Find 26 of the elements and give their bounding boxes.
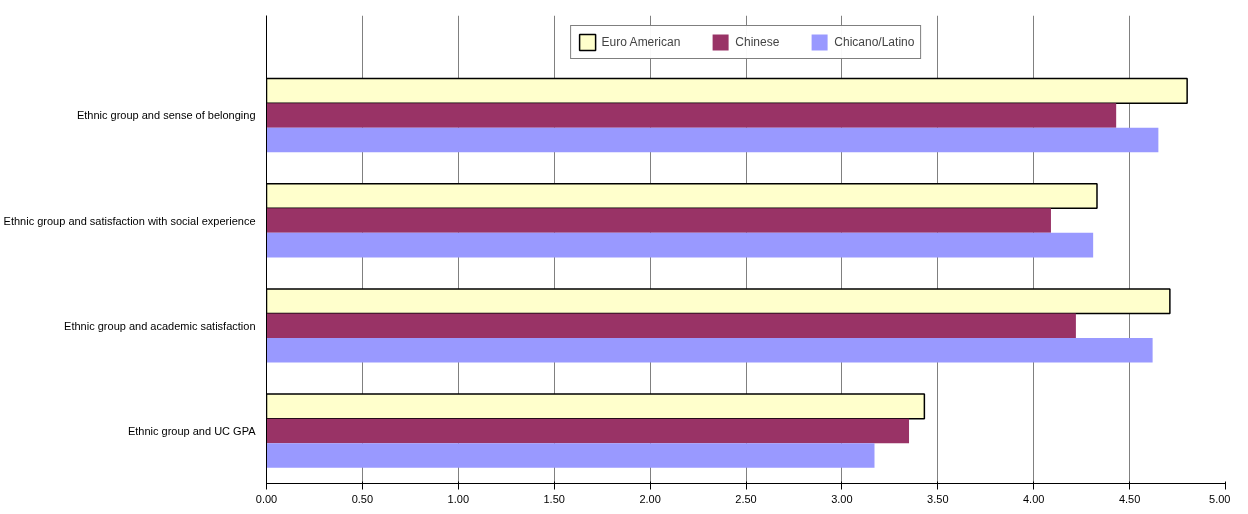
y-tick-label: Ethnic group and sense of belonging [76,109,256,122]
legend-label: Chicano/Latino [834,35,915,49]
y-tick-label: Ethnic group and UC GPA [127,424,257,437]
bar [266,418,910,444]
bar [266,338,1153,363]
x-tick-label: 3.50 [927,492,949,505]
y-tick-label: Ethnic group and satisfaction with social experience [3,214,256,227]
legend-label: Euro American [601,35,681,49]
bar [266,443,875,468]
x-tick-label: 5.00 [1209,492,1231,505]
x-tick-label: 2.50 [735,492,757,505]
bar [266,103,1117,128]
x-tick-label: 4.50 [1118,492,1141,505]
x-tick-label: 3.00 [831,492,853,505]
legend-label: Chinese [735,35,780,49]
x-tick-label: 1.50 [543,492,565,505]
x-tick-label: 2.00 [639,492,661,505]
x-tick-label: 0.50 [351,492,374,505]
bar [266,232,1094,258]
x-tick-label: 1.00 [447,492,470,505]
y-tick-label: Ethnic group and academic satisfaction [64,319,256,332]
x-tick-label: 4.00 [1023,492,1045,505]
bar [266,127,1159,153]
bar [266,208,1051,233]
bar [266,313,1076,339]
x-tick-label: 0.00 [255,492,278,505]
